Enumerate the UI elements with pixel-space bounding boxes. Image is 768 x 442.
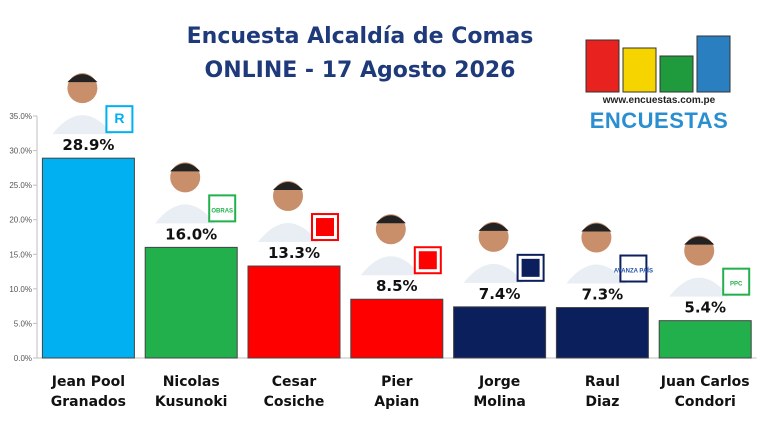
y-tick-label: 30.0% (9, 147, 32, 156)
category-label: Kusunoki (155, 394, 228, 410)
y-tick-label: 35.0% (9, 112, 32, 121)
party-logo-icon: PPC (722, 267, 751, 296)
candidate-photo (360, 214, 421, 276)
data-label: 28.9% (62, 136, 114, 154)
category-label: Granados (51, 394, 126, 410)
logo-bar (585, 39, 620, 93)
candidate-photo (258, 181, 318, 243)
category-label: Jorge (478, 374, 520, 390)
bar (453, 306, 547, 359)
bar (350, 298, 444, 359)
y-tick-label: 10.0% (9, 285, 32, 294)
party-logo-icon: R (105, 105, 134, 134)
chart-subtitle: ONLINE - 17 Agosto 2026 (204, 58, 516, 83)
logo-url: www.encuestas.com.pe (602, 95, 716, 106)
data-label: 8.5% (376, 277, 418, 295)
data-label: 7.4% (479, 285, 521, 303)
party-logo-icon: OBRAS (208, 194, 237, 223)
party-logo-text: OBRAS (211, 208, 233, 214)
y-tick-label: 5.0% (14, 319, 32, 328)
party-logo-text: R (114, 110, 124, 126)
category-label: Nicolas (163, 374, 220, 390)
bar (658, 320, 752, 359)
category-label: Pier (381, 374, 413, 390)
bar (41, 157, 135, 359)
category-label: Diaz (585, 394, 619, 410)
logo-bar (696, 35, 731, 93)
party-logo-icon: AVANZA PAÍS (614, 254, 653, 283)
candidate-photo (52, 73, 113, 135)
category-label: Molina (473, 394, 526, 410)
bar (555, 307, 649, 359)
y-tick-label: 20.0% (9, 216, 32, 225)
party-logo-icon (516, 253, 545, 282)
category-label: Apian (374, 394, 419, 410)
logo-wordmark: ENCUESTAS (589, 108, 729, 133)
candidate-photo (463, 221, 524, 283)
encuestas-logo (585, 35, 731, 93)
bar (247, 265, 341, 359)
data-label: 7.3% (582, 286, 624, 304)
data-label: 13.3% (268, 244, 320, 262)
y-tick-label: 15.0% (9, 250, 32, 259)
category-label: Juan Carlos (660, 374, 750, 390)
category-label: Cosiche (264, 394, 325, 410)
data-label: 16.0% (165, 225, 217, 243)
category-label: Jean Pool (51, 374, 125, 390)
data-label: 5.4% (684, 299, 726, 317)
bar (144, 246, 238, 359)
party-logo-icon (413, 246, 442, 275)
category-label: Raul (585, 374, 620, 390)
candidate-photo (669, 235, 730, 297)
party-logo-text: AVANZA PAÍS (614, 267, 653, 275)
candidate-photo (155, 162, 216, 224)
y-tick-label: 0.0% (14, 354, 32, 363)
y-tick-label: 25.0% (9, 181, 32, 190)
candidate-photo (566, 222, 627, 284)
party-logo-icon (311, 213, 339, 242)
chart-title: Encuesta Alcaldía de Comas (186, 24, 534, 49)
logo-bar (622, 47, 657, 93)
logo-bar (659, 55, 694, 93)
party-logo-text: PPC (730, 282, 743, 288)
category-label: Cesar (272, 374, 317, 390)
category-label: Condori (675, 394, 736, 410)
